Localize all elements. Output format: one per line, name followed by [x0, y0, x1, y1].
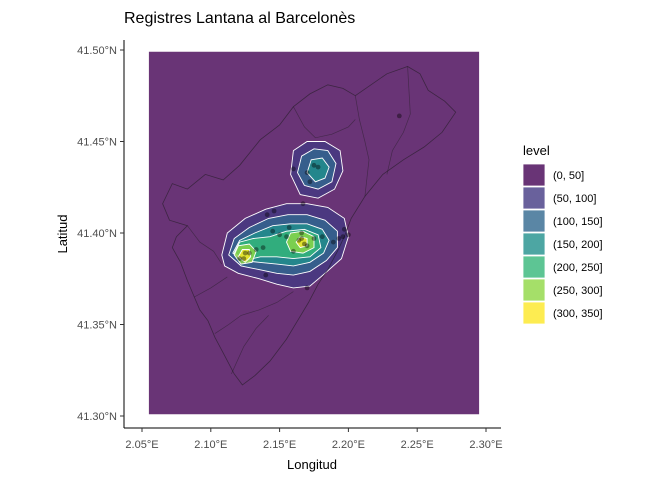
- record-point-32: [300, 201, 306, 207]
- x-ticks: 2.05°E 2.10°E 2.15°E 2.20°E 2.25°E 2.30°E: [125, 428, 503, 451]
- legend: level (0, 50] (50, 100] (100, 150] (150, 20…: [522, 143, 603, 325]
- density-level-7-region-1: [237, 249, 252, 263]
- municipal-border-5: [386, 66, 411, 175]
- municipal-border-2: [231, 315, 269, 375]
- density-level-4-region-2: [306, 157, 330, 183]
- density-levels: [148, 51, 480, 415]
- record-point-4: [246, 250, 252, 256]
- record-point-21: [319, 234, 325, 240]
- record-point-20: [311, 236, 317, 241]
- x-tick-label-4: 2.20°E: [332, 439, 365, 451]
- x-axis-title: Longitud: [287, 457, 337, 472]
- record-point-28: [311, 162, 317, 168]
- legend-swatch-6: [522, 278, 546, 302]
- y-tick-label-5: 41.50°N: [77, 45, 117, 57]
- record-point-27: [307, 179, 313, 185]
- record-point-15: [296, 237, 302, 243]
- plot-area: [148, 51, 480, 415]
- record-point-22: [330, 239, 336, 245]
- municipal-border-7: [187, 225, 223, 265]
- record-point-3: [242, 250, 248, 256]
- legend-swatch-4: [522, 232, 546, 256]
- legend-label-5: (200, 250]: [553, 262, 603, 274]
- y-axis-title: Latitud: [55, 214, 70, 253]
- x-tick-label-5: 2.25°E: [401, 439, 434, 451]
- record-point-8: [260, 245, 266, 251]
- record-point-25: [346, 232, 351, 238]
- record-point-5: [253, 247, 259, 252]
- legend-swatch-7: [522, 301, 546, 325]
- record-point-31: [291, 166, 296, 172]
- y-tick-label-1: 41.30°N: [77, 411, 117, 423]
- record-point-34: [396, 113, 402, 119]
- density-level-7-region-2: [295, 236, 308, 249]
- legend-label-2: (50, 100]: [553, 193, 596, 205]
- record-point-29: [315, 164, 321, 170]
- record-point-16: [299, 236, 304, 241]
- legend-swatch-3: [522, 209, 546, 233]
- legend-label-7: (300, 350]: [553, 308, 603, 320]
- y-tick-label-3: 41.40°N: [77, 228, 117, 240]
- record-point-17: [302, 241, 307, 247]
- municipal-border-6: [293, 106, 356, 139]
- record-point-1: [241, 256, 247, 261]
- legend-swatch-2: [522, 186, 546, 210]
- legend-title: level: [523, 143, 550, 158]
- record-point-2: [237, 256, 243, 261]
- municipal-border-3: [194, 276, 228, 298]
- legend-items: (0, 50] (50, 100] (100, 150] (150, 200] (200…: [522, 163, 603, 325]
- y-tick-label-2: 41.35°N: [77, 320, 117, 332]
- record-point-10: [270, 228, 276, 234]
- record-point-7: [271, 208, 277, 214]
- barcelones-outline: [162, 66, 457, 386]
- legend-label-6: (250, 300]: [553, 285, 603, 297]
- record-point-18: [304, 243, 310, 249]
- record-point-12: [284, 234, 289, 240]
- x-tick-label-3: 2.15°E: [263, 439, 296, 451]
- x-tick-label-2: 2.10°E: [194, 439, 227, 451]
- record-point-24: [340, 234, 346, 240]
- legend-label-1: (0, 50]: [553, 170, 584, 182]
- record-points: [237, 113, 402, 291]
- y-tick-label-4: 41.45°N: [77, 137, 117, 149]
- record-point-11: [277, 232, 282, 238]
- record-point-9: [263, 272, 269, 278]
- record-point-33: [304, 285, 310, 291]
- record-point-23: [336, 236, 342, 241]
- record-point-13: [286, 225, 292, 230]
- x-tick-label-6: 2.30°E: [469, 439, 502, 451]
- chart-title: Registres Lantana al Barcelonès: [124, 10, 355, 27]
- record-point-26: [341, 226, 347, 232]
- legend-swatch-1: [522, 163, 546, 187]
- legend-swatch-5: [522, 255, 546, 279]
- y-ticks: 41.30°N 41.35°N 41.40°N 41.45°N 41.50°N: [77, 45, 124, 423]
- legend-label-3: (100, 150]: [553, 216, 603, 228]
- axes: 2.05°E 2.10°E 2.15°E 2.20°E 2.25°E 2.30°E 41.…: [77, 40, 503, 451]
- legend-label-4: (150, 200]: [553, 239, 603, 251]
- x-tick-label-1: 2.05°E: [125, 439, 158, 451]
- record-point-6: [264, 212, 270, 218]
- record-point-30: [304, 170, 310, 176]
- basemap: [162, 66, 457, 386]
- municipal-border-4: [354, 95, 370, 197]
- record-point-14: [291, 248, 296, 254]
- record-point-19: [299, 230, 304, 236]
- municipal-border-1: [214, 291, 294, 334]
